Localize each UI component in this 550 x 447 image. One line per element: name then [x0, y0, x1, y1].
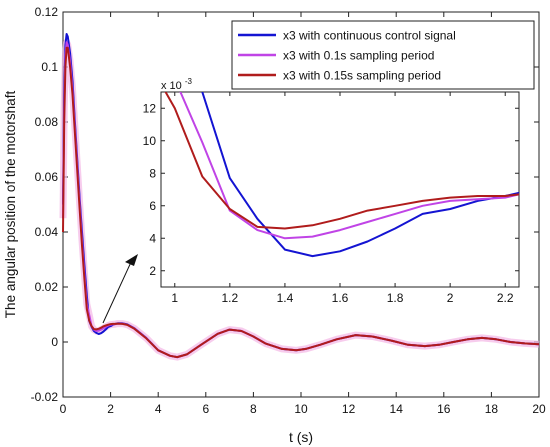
inset-plot-area	[160, 91, 520, 288]
inset-x-tick-label: 1.6	[332, 291, 349, 305]
main-x-tick-label: 10	[294, 402, 308, 416]
inset-y-tick-label: 12	[143, 101, 157, 115]
zoom-arrow-head	[125, 254, 138, 266]
main-series-line-2	[62, 46, 540, 359]
main-y-tick-label: 0.04	[35, 225, 59, 239]
main-x-tick-label: 2	[107, 402, 114, 416]
inset-y-tick-label: 2	[149, 264, 156, 278]
inset-y-tick-label: 6	[149, 199, 156, 213]
main-x-tick-label: 4	[155, 402, 162, 416]
legend-box	[231, 20, 535, 90]
main-x-tick-label: 6	[202, 402, 209, 416]
inset-exponent-base: x 10	[161, 80, 182, 92]
zoom-arrow-line	[102, 259, 133, 324]
inset-axes: 1 1.2 1.4 1.6 1.8 2 2.2 2 4 6 8 10 12 x 10 -3	[143, 77, 520, 305]
inset-x-tick-label: 1	[171, 291, 178, 305]
legend-label-1: x3 with 0.1s sampling period	[283, 49, 434, 63]
main-x-axis-label: t (s)	[289, 429, 313, 445]
legend: x3 with continuous control signal x3 with…	[231, 20, 535, 90]
inset-series-line-0	[201, 92, 519, 258]
inset-y-tick-label: 4	[149, 231, 156, 245]
inset-x-tick-label: 1.2	[222, 291, 239, 305]
main-y-tick-label: 0.12	[35, 5, 59, 19]
inset-x-tick-label: 1.8	[387, 291, 404, 305]
inset-exponent-power: -3	[185, 77, 193, 86]
legend-label-0: x3 with continuous control signal	[283, 29, 456, 43]
inset-y-tick-label: 10	[143, 134, 157, 148]
inset-x-tick-label: 2.2	[497, 291, 514, 305]
main-x-tick-label: 12	[342, 402, 356, 416]
main-x-tick-label: 14	[390, 402, 404, 416]
inset-ticks: 1 1.2 1.4 1.6 1.8 2 2.2 2 4 6 8 10 12	[143, 92, 519, 305]
main-series	[59, 33, 540, 361]
main-y-axis-label: The angular position of the motorshaft	[3, 91, 18, 319]
inset-series-line-2	[164, 92, 519, 230]
inset-x-tick-label: 1.4	[277, 291, 294, 305]
inset-series-line-1	[179, 92, 519, 240]
main-x-tick-label: 0	[60, 402, 67, 416]
main-y-tick-label: 0.1	[41, 60, 58, 74]
main-x-tick-label: 16	[437, 402, 451, 416]
inset-exponent-label: x 10 -3	[161, 77, 193, 92]
inset-x-tick-label: 2	[447, 291, 454, 305]
legend-label-2: x3 with 0.15s sampling period	[283, 69, 441, 83]
main-ticks: 0 2 4 6 8 10 12 14 16 18 20-0.0200.020.040.060.080…	[31, 5, 546, 416]
zoom-arrow	[102, 254, 138, 324]
main-x-tick-label: 8	[250, 402, 257, 416]
inset-y-tick-label: 8	[149, 166, 156, 180]
main-y-tick-label: 0.06	[35, 170, 59, 184]
main-y-tick-label: 0	[51, 335, 58, 349]
inset-series	[164, 92, 519, 258]
main-x-tick-label: 20	[532, 402, 546, 416]
main-y-tick-label: 0.02	[35, 280, 59, 294]
main-y-tick-label: -0.02	[31, 390, 59, 404]
main-y-tick-label: 0.08	[35, 115, 59, 129]
main-x-tick-label: 18	[485, 402, 499, 416]
